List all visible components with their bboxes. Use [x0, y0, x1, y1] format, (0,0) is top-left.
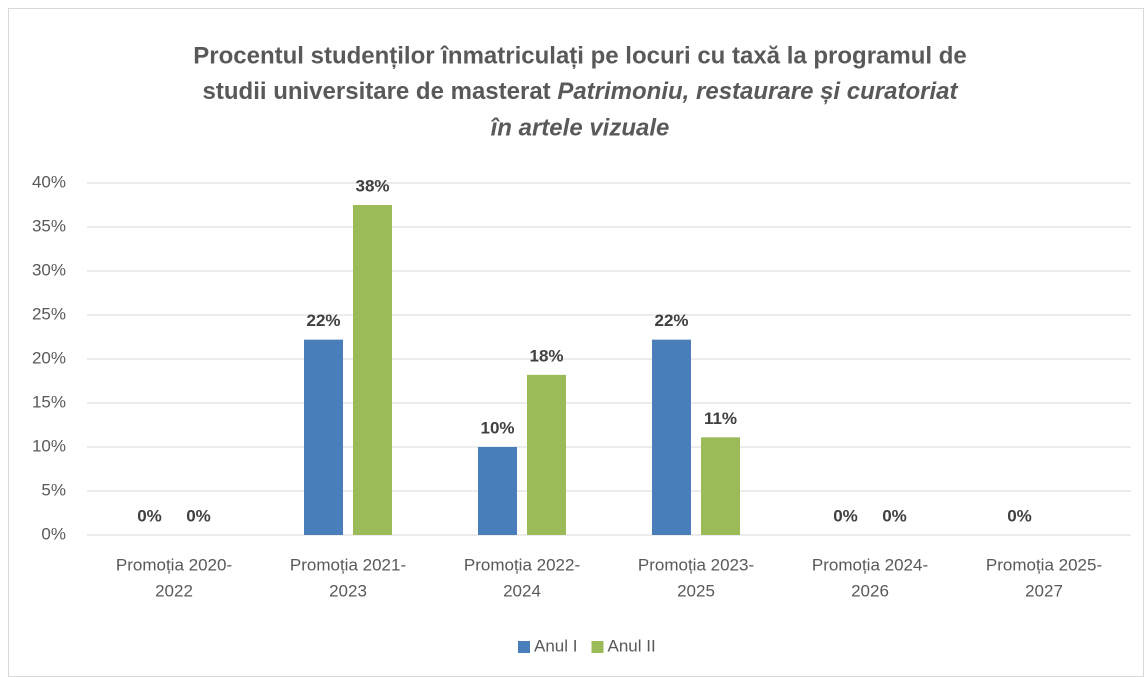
x-tick-label: 2025: [677, 581, 715, 600]
value-label: 22%: [654, 311, 688, 330]
bar: [527, 374, 566, 535]
value-label: 10%: [480, 418, 514, 437]
chart-title: studii universitare de masterat Patrimon…: [203, 78, 959, 105]
bar: [478, 447, 517, 535]
bar: [652, 339, 691, 535]
x-tick-label: Promoția 2022-: [464, 555, 580, 574]
chart-title: studii universitare de masterat: [203, 78, 558, 105]
x-tick-label: 2027: [1025, 581, 1063, 600]
y-tick-label: 0%: [41, 524, 66, 543]
x-tick-label: Promoția 2025-: [986, 555, 1102, 574]
chart-title: Patrimoniu, restaurare și curatoriat: [557, 78, 958, 105]
y-tick-label: 15%: [32, 392, 66, 411]
chart-border: [8, 8, 1144, 677]
legend-label: Anul II: [607, 636, 655, 655]
legend-label: Anul I: [534, 636, 577, 655]
bar: [353, 205, 392, 535]
value-label: 22%: [306, 311, 340, 330]
y-tick-label: 10%: [32, 436, 66, 455]
x-tick-label: 2024: [503, 581, 541, 600]
y-tick-label: 30%: [32, 260, 66, 279]
y-tick-label: 40%: [32, 172, 66, 191]
bar: [701, 437, 740, 535]
chart-title: în artele vizuale: [491, 114, 670, 141]
value-label: 0%: [1007, 506, 1032, 525]
value-label: 11%: [704, 409, 737, 428]
x-tick-label: Promoția 2021-: [290, 555, 406, 574]
bar: [304, 339, 343, 535]
x-tick-label: 2026: [851, 581, 889, 600]
y-tick-label: 25%: [32, 304, 66, 323]
x-tick-label: Promoția 2023-: [638, 555, 754, 574]
y-tick-label: 5%: [41, 480, 66, 499]
legend-swatch: [591, 641, 604, 653]
value-label: 38%: [355, 176, 389, 195]
value-label: 18%: [529, 346, 563, 365]
x-tick-label: Promoția 2024-: [812, 555, 928, 574]
y-tick-label: 20%: [32, 348, 66, 367]
legend-swatch: [518, 641, 530, 653]
x-tick-label: 2022: [155, 581, 193, 600]
value-label: 0%: [882, 506, 907, 525]
value-label: 0%: [137, 506, 162, 525]
y-tick-label: 35%: [32, 216, 66, 235]
x-tick-label: Promoția 2020-: [116, 555, 232, 574]
x-tick-label: 2023: [329, 581, 367, 600]
value-label: 0%: [186, 506, 211, 525]
value-label: 0%: [833, 506, 858, 525]
chart-title: Procentul studenților înmatriculați pe l…: [193, 42, 966, 69]
